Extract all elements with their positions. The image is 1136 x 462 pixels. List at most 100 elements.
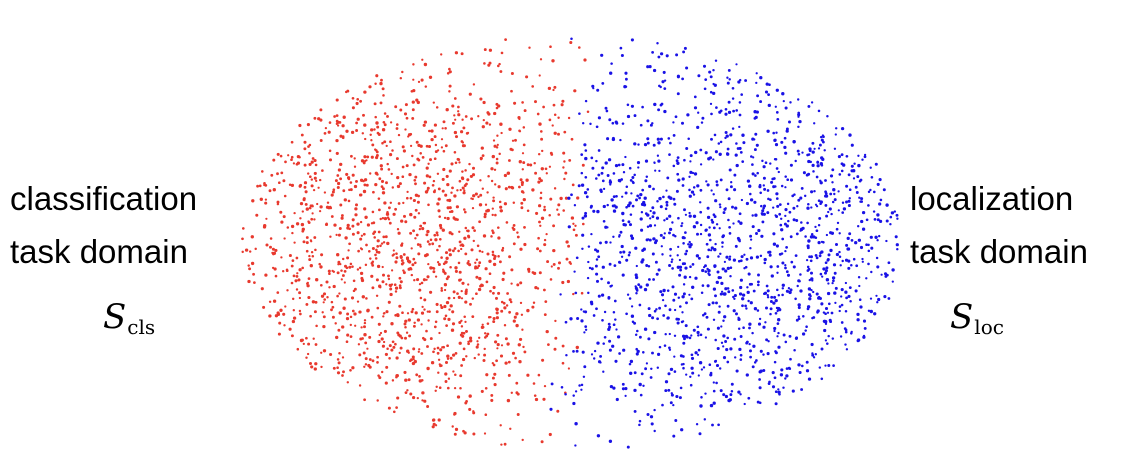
localization-point (550, 382, 554, 386)
classification-point (307, 295, 311, 300)
localization-point (608, 325, 612, 329)
localization-point (578, 112, 581, 115)
classification-point (385, 283, 388, 286)
localization-point (785, 246, 788, 249)
classification-point (396, 184, 401, 189)
localization-point (671, 221, 674, 224)
classification-point (405, 331, 409, 334)
classification-point (311, 300, 316, 304)
classification-point (514, 356, 517, 360)
localization-point (689, 170, 693, 175)
localization-point (766, 296, 770, 299)
classification-point (444, 360, 449, 365)
classification-point (411, 263, 415, 267)
classification-point (412, 163, 416, 167)
classification-point (355, 129, 359, 132)
localization-point (648, 65, 652, 69)
classification-point (298, 296, 302, 300)
classification-point (485, 121, 489, 125)
localization-point (682, 283, 686, 286)
classification-point (349, 335, 353, 338)
classification-point (371, 210, 375, 214)
localization-point (674, 235, 677, 238)
classification-point (319, 283, 323, 287)
classification-point (398, 182, 402, 186)
localization-point (826, 291, 831, 296)
classification-point (427, 319, 430, 322)
localization-point (797, 111, 801, 115)
localization-point (661, 253, 664, 256)
localization-point (677, 216, 680, 220)
localization-point (583, 143, 587, 147)
localization-point (583, 331, 586, 334)
classification-point (432, 270, 436, 274)
classification-point (375, 74, 379, 78)
localization-point (639, 217, 643, 221)
localization-point (815, 175, 819, 179)
classification-point (446, 344, 449, 348)
classification-point (385, 310, 389, 314)
localization-point (775, 197, 779, 200)
localization-point (761, 220, 765, 224)
classification-point (463, 236, 467, 240)
classification-point (379, 244, 382, 248)
classification-point (563, 130, 567, 134)
classification-point (385, 212, 390, 216)
classification-point (425, 166, 429, 170)
classification-point (476, 343, 480, 346)
classification-point (370, 155, 374, 159)
localization-point (655, 216, 660, 220)
classification-point (305, 302, 309, 306)
classification-point (383, 201, 387, 205)
classification-point (453, 413, 456, 416)
classification-point (396, 396, 400, 400)
localization-point (608, 118, 612, 122)
localization-point (666, 176, 670, 180)
localization-point (602, 370, 605, 373)
classification-point (504, 337, 508, 341)
localization-point (847, 259, 851, 263)
classification-point (434, 275, 438, 278)
localization-point (618, 260, 621, 264)
classification-point (436, 149, 440, 152)
classification-point (307, 172, 310, 175)
localization-point (832, 364, 835, 367)
localization-point (701, 284, 705, 287)
localization-point (675, 317, 679, 321)
localization-point (750, 155, 753, 158)
localization-point (592, 357, 596, 360)
classification-point (384, 381, 388, 385)
localization-point (717, 310, 721, 314)
localization-point (653, 102, 657, 107)
classification-point (491, 213, 494, 217)
localization-point (692, 186, 696, 189)
classification-point (264, 273, 268, 277)
localization-point (820, 164, 824, 167)
classification-point (531, 85, 535, 88)
classification-point (462, 126, 466, 130)
classification-point (337, 361, 341, 365)
localization-point (806, 305, 811, 309)
localization-point (788, 290, 792, 295)
localization-point (767, 382, 771, 385)
localization-point (790, 260, 794, 264)
localization-point (769, 300, 773, 303)
localization-point (638, 382, 642, 387)
classification-point (323, 191, 327, 194)
localization-point (726, 266, 730, 271)
classification-point (290, 140, 294, 144)
classification-point (300, 222, 305, 227)
classification-point (363, 365, 366, 368)
classification-point (413, 321, 416, 325)
classification-point (301, 266, 304, 270)
localization-point (826, 258, 830, 261)
localization-point (865, 277, 868, 280)
localization-point (630, 104, 634, 108)
localization-point (689, 375, 692, 378)
localization-point (778, 212, 782, 216)
classification-point (423, 253, 428, 258)
classification-point (292, 274, 296, 278)
localization-point (699, 210, 703, 214)
classification-point (452, 296, 456, 300)
localization-point (666, 289, 670, 292)
